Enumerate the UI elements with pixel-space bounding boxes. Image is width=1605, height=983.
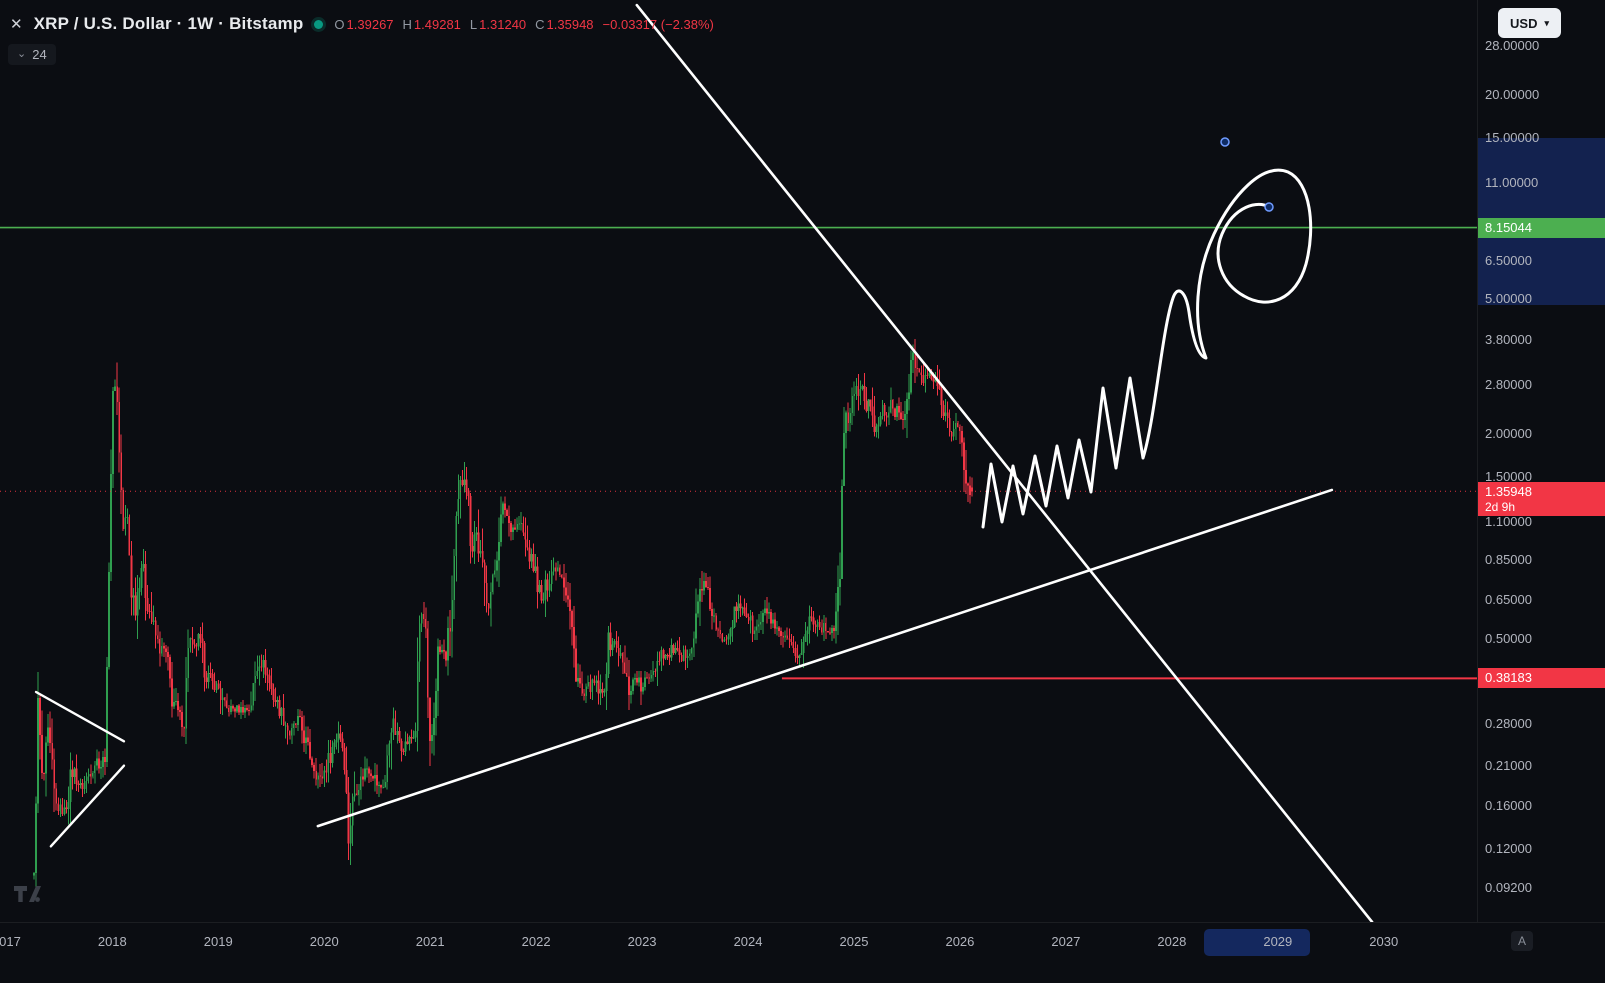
high-value: 1.49281	[413, 16, 461, 32]
price-tick-label: 28.00000	[1485, 37, 1540, 53]
price-tick-label: 1.50000	[1485, 468, 1532, 484]
current-price-value: 1.35948	[1485, 484, 1532, 500]
price-tick-label: 0.21000	[1485, 758, 1532, 774]
price-tick-label: 6.50000	[1485, 252, 1532, 268]
target-price-label: 8.15044	[1478, 217, 1605, 238]
price-tick-label: 0.50000	[1485, 630, 1532, 646]
drawing-anchor[interactable]	[1264, 202, 1274, 212]
trendline-drawing[interactable]	[635, 3, 1374, 922]
low-value: 1.31240	[479, 16, 527, 32]
time-tick-label: 2020	[309, 934, 339, 949]
currency-label: USD	[1510, 15, 1538, 31]
time-tick-label: 2022	[521, 934, 551, 949]
support-price-label: 0.38183	[1478, 668, 1605, 689]
time-tick-label: 2025	[839, 934, 869, 949]
current-price-label: 1.35948 2d 9h	[1478, 482, 1605, 517]
time-axis[interactable]: 2017 2018 2019 2020 2021 2022 2023 2024 2025 2026…	[0, 922, 1605, 963]
price-tick-label: 0.09200	[1485, 879, 1532, 895]
price-tick-label: 2.00000	[1485, 426, 1532, 442]
target-price-value: 8.15044	[1485, 219, 1532, 235]
price-tick-label: 0.85000	[1485, 552, 1532, 568]
price-tick-label: 3.80000	[1485, 331, 1532, 347]
price-tick-label: 15.00000	[1485, 129, 1540, 145]
support-price-value: 0.38183	[1485, 670, 1532, 686]
tradingview-logo-icon	[14, 886, 41, 902]
chart-pane[interactable]	[0, 0, 1477, 922]
ohlc-legend: O 1.39267 H 1.49281 L 1.31240 C 1.35948 −0.0…	[334, 17, 713, 32]
price-tick-label: 5.00000	[1485, 291, 1532, 307]
hidden-drawings-badge[interactable]: ⌄ 24	[8, 44, 56, 65]
time-tick-label: 2030	[1369, 934, 1399, 949]
price-tick-label: 0.65000	[1485, 591, 1532, 607]
caret-down-icon: ▾	[1544, 17, 1549, 28]
time-axis-highlight	[1203, 929, 1310, 956]
market-status-icon[interactable]	[314, 19, 324, 29]
time-tick-label: 2017	[0, 934, 21, 949]
close-value: 1.35948	[546, 16, 594, 32]
bar-countdown: 2d 9h	[1485, 500, 1516, 515]
time-tick-label: 2018	[97, 934, 127, 949]
close-icon[interactable]: ✕	[10, 15, 23, 33]
hidden-drawings-count: 24	[32, 47, 47, 62]
tradingview-logo[interactable]	[14, 880, 48, 909]
low-label: L	[469, 16, 478, 32]
price-tick-label: 1.10000	[1485, 514, 1532, 530]
time-tick-label: 2026	[945, 934, 975, 949]
price-tick-label: 0.28000	[1485, 716, 1532, 731]
time-tick-label: 2023	[627, 934, 657, 949]
trendline-drawing[interactable]	[316, 488, 1334, 828]
trendline-drawing[interactable]	[49, 764, 126, 848]
trendline-drawing[interactable]	[34, 690, 126, 743]
close-label: C	[535, 16, 545, 32]
currency-dropdown[interactable]: USD ▾	[1498, 8, 1561, 38]
price-tick-label: 11.00000	[1485, 175, 1539, 191]
price-tick-label: 0.16000	[1485, 798, 1532, 814]
change-value: −0.03317 (−2.38%)	[602, 16, 714, 32]
corner-a-button[interactable]: A	[1511, 931, 1533, 951]
time-tick-label: 2028	[1157, 934, 1187, 949]
candlestick-series	[33, 339, 973, 898]
time-tick-label: 2024	[733, 934, 763, 949]
brush-drawing[interactable]	[981, 168, 1313, 529]
time-tick-label: 2021	[415, 934, 445, 949]
price-axis[interactable]: 8.15044 1.35948 2d 9h 0.38183 28.00000 20…	[1477, 0, 1605, 922]
symbol-title[interactable]: XRP / U.S. Dollar · 1W · Bitstamp	[33, 14, 304, 33]
time-tick-label: 2029	[1263, 934, 1293, 949]
high-label: H	[402, 16, 412, 32]
time-tick-label: 2027	[1051, 934, 1081, 949]
time-tick-label: 2019	[203, 934, 233, 949]
chevron-down-icon: ⌄	[17, 48, 27, 60]
price-tick-label: 0.12000	[1485, 840, 1532, 856]
price-tick-label: 2.80000	[1485, 376, 1532, 392]
price-tick-label: 20.00000	[1485, 87, 1540, 103]
chart-header: ✕ XRP / U.S. Dollar · 1W · Bitstamp O 1.3…	[10, 10, 714, 38]
open-value: 1.39267	[346, 16, 394, 32]
open-label: O	[334, 16, 345, 32]
drawing-anchor[interactable]	[1220, 137, 1230, 147]
